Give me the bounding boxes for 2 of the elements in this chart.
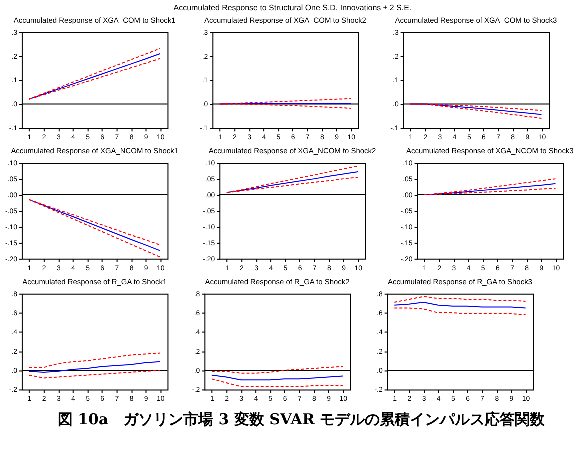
- caption: 図 10a ガソリン市場 3 変数 SVAR モデルの累積インパルス応答関数: [58, 410, 546, 429]
- text: Accumulated Response to Structural One S.D. Innovations ± 2 S.E.: [174, 3, 412, 12]
